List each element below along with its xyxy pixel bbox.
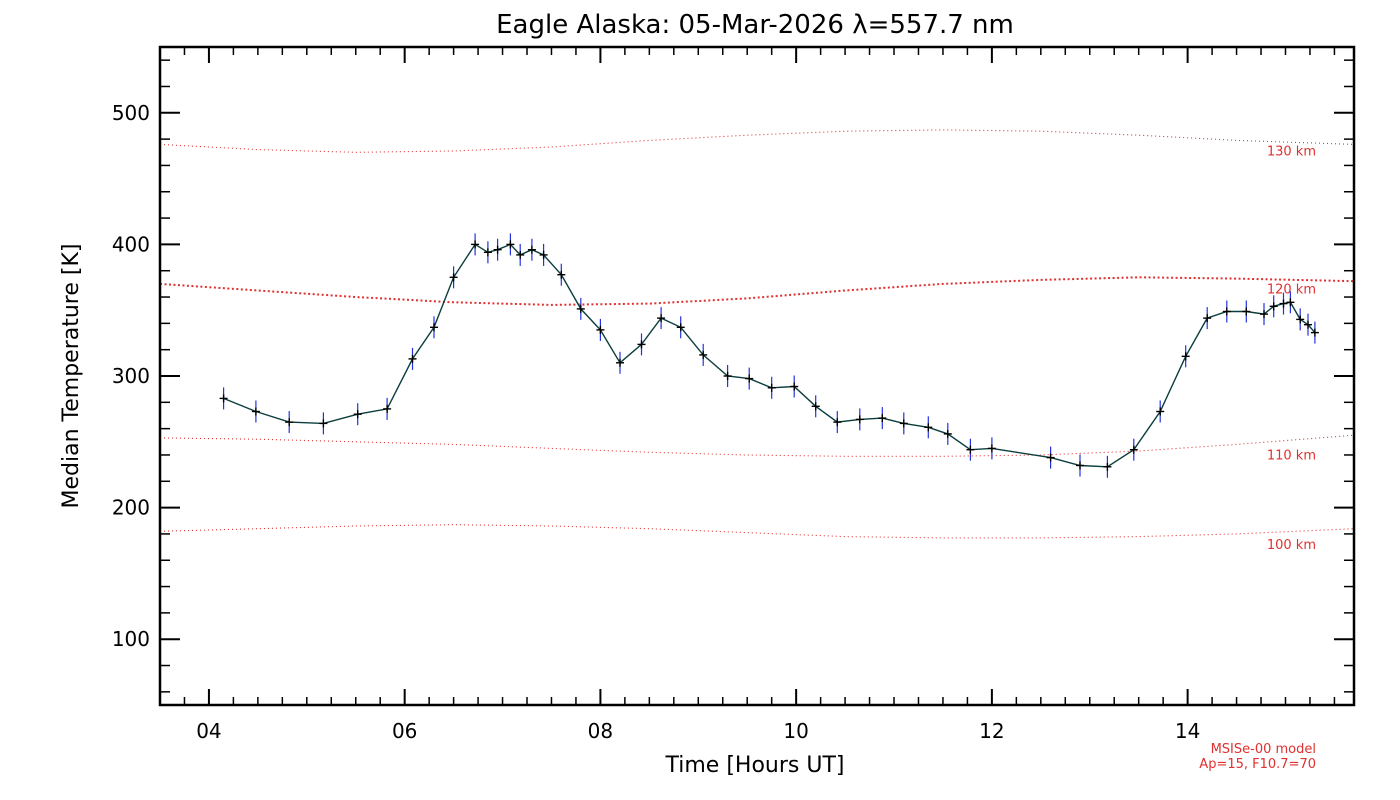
y-tick-label: 100 <box>112 627 150 651</box>
data-point <box>811 402 820 411</box>
data-point <box>527 245 536 254</box>
data-point <box>723 372 732 380</box>
data-point <box>1310 328 1319 337</box>
data-point <box>966 445 975 454</box>
model-note-line-1: MSISe-00 model <box>1211 742 1316 757</box>
data-point <box>899 419 908 428</box>
x-tick-label: 14 <box>1175 719 1200 743</box>
model-curve-label: 100 km <box>1267 538 1316 553</box>
series-line <box>223 243 1316 468</box>
data-point <box>483 248 492 257</box>
y-tick-label: 400 <box>112 232 150 256</box>
data-point <box>557 270 566 279</box>
y-tick-label: 500 <box>112 101 150 125</box>
y-axis-label: Median Temperature [K] <box>59 244 84 509</box>
y-tick-label: 300 <box>112 364 150 388</box>
data-point <box>745 374 754 383</box>
data-point <box>408 354 417 363</box>
data-point <box>699 350 708 359</box>
x-tick-label: 10 <box>783 719 808 743</box>
data-point <box>1279 299 1288 308</box>
data-point <box>833 418 842 427</box>
y-tick-label: 200 <box>112 496 150 520</box>
data-point <box>1156 407 1165 416</box>
data-point <box>1296 315 1305 324</box>
data-point <box>1203 314 1212 323</box>
model-curve-label: 110 km <box>1267 448 1316 463</box>
model-curve-label: 130 km <box>1267 144 1316 159</box>
model-curves: 130 km 120 km 110 km 100 km <box>159 129 1355 553</box>
data-point <box>790 382 799 391</box>
data-point <box>1103 462 1112 471</box>
model-curve-label: 120 km <box>1267 283 1316 298</box>
data-point <box>943 429 952 438</box>
model-curve-100km <box>159 524 1355 539</box>
data-point <box>1222 307 1231 316</box>
data-point <box>539 250 548 259</box>
data-point <box>616 358 624 367</box>
data-point <box>353 410 362 419</box>
axis-ticks: 04 06 08 10 12 14 100 200 300 400 500 <box>112 47 1354 743</box>
data-point <box>924 423 933 432</box>
model-curve-110km <box>159 434 1355 457</box>
data-point <box>493 245 502 254</box>
data-point <box>576 304 585 313</box>
data-point <box>319 419 328 428</box>
data-point <box>596 325 605 334</box>
model-curve-130km <box>159 129 1355 153</box>
x-axis-label: Time [Hours UT] <box>665 753 845 778</box>
data-point <box>1129 445 1138 454</box>
data-point <box>1046 453 1055 462</box>
data-point <box>1181 352 1190 361</box>
data-point <box>637 340 646 349</box>
chart-title: Eagle Alaska: 05-Mar-2026 λ=557.7 nm <box>496 10 1014 40</box>
data-point <box>657 314 666 323</box>
data-point <box>506 240 515 249</box>
x-tick-label: 08 <box>588 719 613 743</box>
data-point <box>219 394 228 403</box>
data-point <box>251 407 260 416</box>
data-point <box>430 323 438 332</box>
data-point <box>516 250 525 259</box>
data-point <box>1286 298 1295 307</box>
x-tick-label: 04 <box>196 719 221 743</box>
data-point <box>285 418 294 427</box>
data-point <box>1076 461 1084 470</box>
x-tick-label: 12 <box>979 719 1004 743</box>
data-series <box>219 233 1319 478</box>
data-point <box>1304 320 1312 329</box>
data-point <box>987 444 996 453</box>
data-point <box>471 240 480 249</box>
model-note-line-2: Ap=15, F10.7=70 <box>1199 757 1316 772</box>
model-curve-120km <box>159 276 1355 306</box>
data-point <box>676 323 685 332</box>
data-point <box>449 273 458 282</box>
x-tick-label: 06 <box>392 719 417 743</box>
data-point <box>1269 302 1278 311</box>
data-point <box>878 414 887 423</box>
data-point <box>1260 310 1268 319</box>
data-point <box>1242 307 1251 316</box>
plot-frame <box>158 45 1356 707</box>
data-point <box>383 404 392 413</box>
data-point <box>855 415 864 424</box>
data-point <box>767 383 776 392</box>
